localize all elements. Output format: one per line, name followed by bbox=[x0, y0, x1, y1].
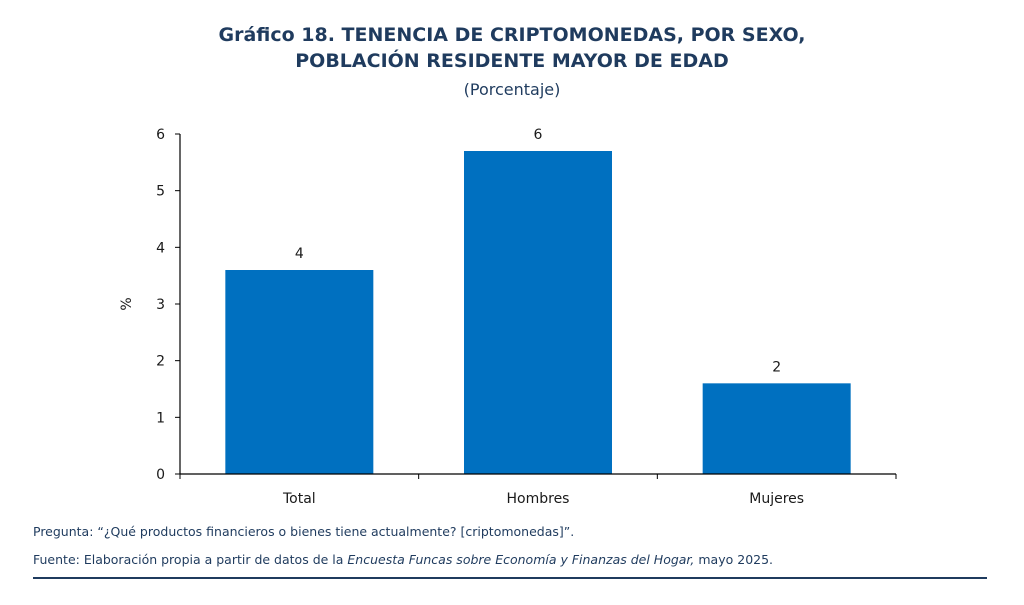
source-survey-name: Encuesta Funcas sobre Economía y Finanza… bbox=[347, 552, 695, 567]
x-tick-label: Hombres bbox=[507, 491, 570, 507]
data-label: 4 bbox=[295, 246, 304, 262]
y-tick-label: 3 bbox=[156, 297, 165, 313]
y-tick-label: 4 bbox=[156, 240, 165, 256]
y-tick-label: 6 bbox=[156, 127, 165, 143]
x-tick-label: Mujeres bbox=[749, 491, 804, 507]
bar-chart: 0 1 2 3 4 5 6% 4 Total 6 Hombres 2 Mujeres bbox=[119, 127, 897, 507]
data-label: 6 bbox=[534, 127, 543, 143]
chart-title-line-1: Gráfico 18. TENENCIA DE CRIPTOMONEDAS, P… bbox=[218, 24, 806, 46]
bar-total bbox=[225, 270, 374, 474]
x-tick-label: Total bbox=[282, 491, 316, 507]
y-axis-label: % bbox=[119, 297, 135, 310]
y-tick-label: 0 bbox=[156, 467, 165, 483]
y-tick-label: 5 bbox=[156, 184, 165, 200]
bar-hombres bbox=[464, 151, 612, 474]
chart-title-line-2: POBLACIÓN RESIDENTE MAYOR DE EDAD bbox=[295, 50, 729, 72]
footer-rule bbox=[33, 577, 987, 579]
source-suffix: mayo 2025. bbox=[694, 552, 774, 567]
chart-subtitle: (Porcentaje) bbox=[463, 80, 561, 99]
question-note: Pregunta: “¿Qué productos financieros o … bbox=[33, 524, 575, 539]
y-tick-label: 2 bbox=[156, 354, 165, 370]
data-label: 2 bbox=[772, 359, 781, 375]
bar-mujeres bbox=[702, 383, 851, 474]
y-tick-label: 1 bbox=[156, 410, 165, 426]
source-prefix: Fuente: Elaboración propia a partir de d… bbox=[33, 552, 348, 567]
source-note: Fuente: Elaboración propia a partir de d… bbox=[33, 552, 773, 567]
